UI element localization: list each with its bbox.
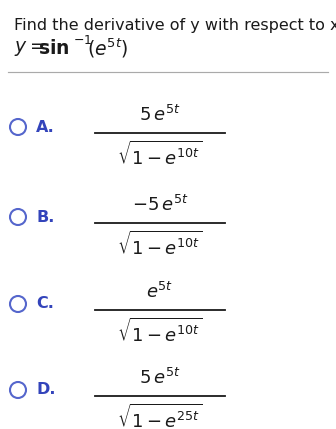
Text: $-1$: $-1$: [73, 34, 92, 48]
Text: $\left(e^{5t}\right)$: $\left(e^{5t}\right)$: [87, 36, 128, 60]
Text: $\sqrt{1-e^{25t}}$: $\sqrt{1-e^{25t}}$: [117, 404, 203, 429]
Text: $e^{5t}$: $e^{5t}$: [146, 282, 174, 302]
Text: $5\,e^{5t}$: $5\,e^{5t}$: [139, 368, 181, 388]
Text: C.: C.: [36, 296, 54, 311]
Text: B.: B.: [36, 209, 54, 224]
Text: $\sqrt{1-e^{10t}}$: $\sqrt{1-e^{10t}}$: [117, 231, 203, 259]
Text: D.: D.: [36, 383, 55, 398]
Text: $\mathbf{sin}$: $\mathbf{sin}$: [38, 39, 70, 57]
Text: Find the derivative of y with respect to x.: Find the derivative of y with respect to…: [14, 18, 336, 33]
Text: $-5\,e^{5t}$: $-5\,e^{5t}$: [132, 195, 188, 215]
Text: $\sqrt{1-e^{10t}}$: $\sqrt{1-e^{10t}}$: [117, 318, 203, 346]
Text: $5\,e^{5t}$: $5\,e^{5t}$: [139, 105, 181, 125]
Text: A.: A.: [36, 120, 55, 135]
Text: $\sqrt{1-e^{10t}}$: $\sqrt{1-e^{10t}}$: [117, 141, 203, 169]
Text: $y=$: $y=$: [14, 39, 45, 57]
